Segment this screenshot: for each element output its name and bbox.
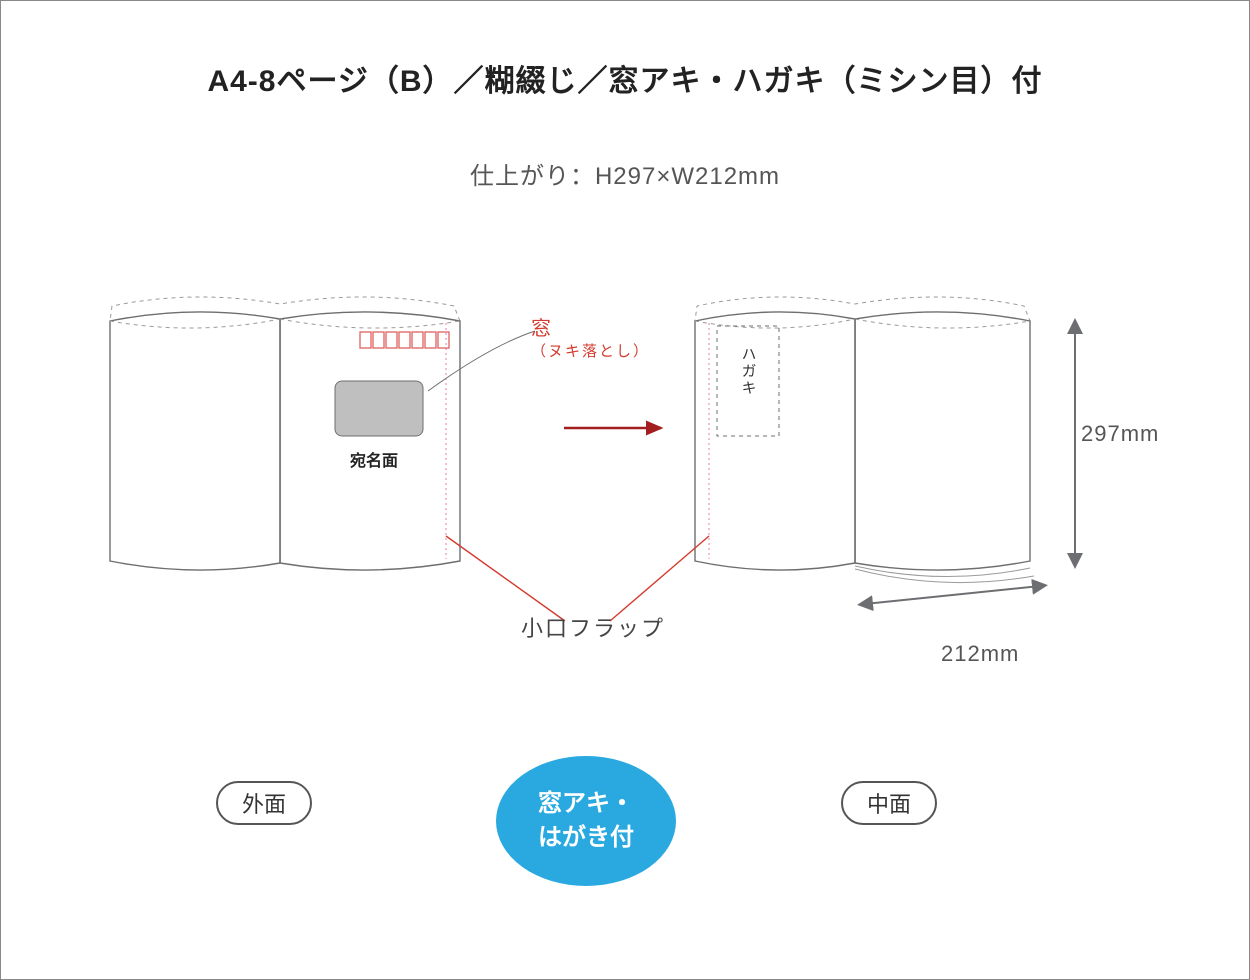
finished-size: 仕上がり：H297×W212mm: [1, 156, 1249, 191]
outside-pill: 外面: [216, 781, 312, 825]
svg-text:宛名面: 宛名面: [349, 451, 398, 470]
inside-pill: 中面: [841, 781, 937, 825]
window-label: 窓: [531, 318, 551, 340]
badge-line1: 窓アキ・: [538, 790, 634, 817]
height-dim-label: 297mm: [1081, 421, 1159, 447]
page-title: A4-8ページ（B）／糊綴じ／窓アキ・ハガキ（ミシン目）付: [1, 56, 1249, 100]
window-callout: 窓 （ヌキ落とし）: [531, 316, 650, 362]
width-dim-label: 212mm: [941, 641, 1019, 667]
flap-label: 小口フラップ: [521, 611, 665, 643]
badge-line2: はがき付: [538, 824, 634, 851]
transition-arrow: [561, 416, 671, 445]
svg-text:ハガキ: ハガキ: [740, 346, 757, 397]
diagram-frame: A4-8ページ（B）／糊綴じ／窓アキ・ハガキ（ミシン目）付 仕上がり：H297×…: [0, 0, 1250, 980]
window-sub-label: （ヌキ落とし）: [531, 342, 650, 362]
feature-badge: 窓アキ・ はがき付: [496, 756, 676, 886]
